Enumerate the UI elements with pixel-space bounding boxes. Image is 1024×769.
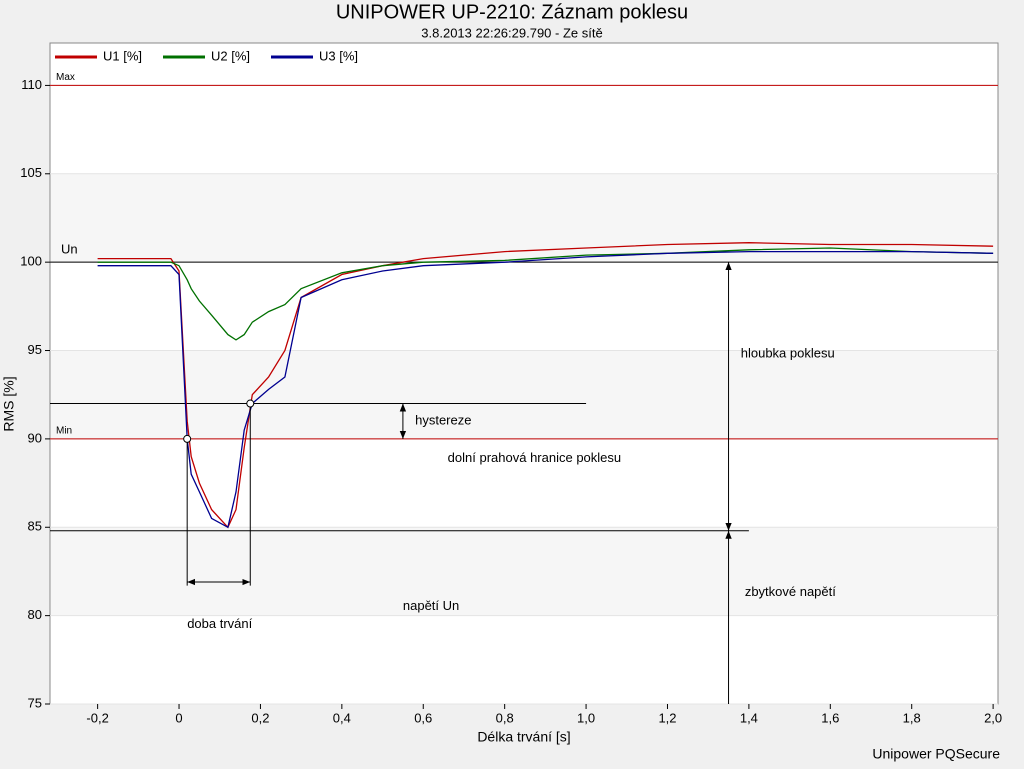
legend-label: U2 [%] bbox=[211, 48, 250, 63]
annotation: hloubka poklesu bbox=[741, 345, 835, 360]
x-tick-label: 1,2 bbox=[658, 710, 676, 725]
annotation: dolní prahová hranice poklesu bbox=[448, 450, 621, 465]
series-line bbox=[97, 250, 994, 529]
x-tick-label: 0,6 bbox=[414, 710, 432, 725]
chart-subtitle: 3.8.2013 22:26:29.790 - Ze sítě bbox=[421, 25, 602, 40]
reference-label: Max bbox=[56, 72, 75, 83]
x-tick-label: 0,8 bbox=[496, 710, 514, 725]
y-tick-label: 105 bbox=[20, 165, 42, 180]
x-tick-label: 0,2 bbox=[251, 710, 269, 725]
x-tick-label: 1,0 bbox=[577, 710, 595, 725]
bands bbox=[51, 173, 997, 616]
x-tick-label: 2,0 bbox=[984, 710, 1002, 725]
x-tick-label: 1,4 bbox=[740, 710, 758, 725]
reference-label: Un bbox=[61, 242, 78, 257]
legend-label: U1 [%] bbox=[103, 48, 142, 63]
x-tick-label: 1,8 bbox=[903, 710, 921, 725]
x-tick-label: 0,4 bbox=[333, 710, 351, 725]
footer: Unipower PQSecure bbox=[872, 746, 1000, 762]
y-tick-label: 95 bbox=[28, 342, 42, 357]
annotation: doba trvání bbox=[187, 616, 252, 631]
annotation: napětí Un bbox=[403, 598, 459, 613]
dip-end-point bbox=[246, 399, 255, 408]
y-axis-label: RMS [%] bbox=[1, 376, 17, 431]
grid-band bbox=[51, 527, 997, 616]
grid-band bbox=[51, 173, 997, 263]
annotation: hystereze bbox=[415, 413, 471, 428]
x-axis-label: Délka trvání [s] bbox=[477, 729, 570, 745]
legend-label: U3 [%] bbox=[319, 48, 358, 63]
y-tick-label: 85 bbox=[28, 519, 42, 534]
y-tick-label: 75 bbox=[28, 695, 42, 710]
chart-title: UNIPOWER UP-2210: Záznam poklesu bbox=[336, 1, 688, 23]
grid-band bbox=[51, 350, 997, 439]
y-tick-label: 80 bbox=[28, 607, 42, 622]
x-tick-label: 1,6 bbox=[821, 710, 839, 725]
y-tick-label: 110 bbox=[21, 77, 42, 92]
dip-start-point bbox=[183, 434, 192, 443]
x-tick-label: 0 bbox=[175, 710, 182, 725]
y-tick-label: 100 bbox=[20, 254, 42, 269]
x-tick-label: -0,2 bbox=[86, 710, 108, 725]
y-tick-label: 90 bbox=[28, 430, 42, 445]
reference-label: Min bbox=[56, 426, 72, 437]
series-line bbox=[97, 242, 994, 529]
annotation: zbytkové napětí bbox=[745, 584, 836, 599]
